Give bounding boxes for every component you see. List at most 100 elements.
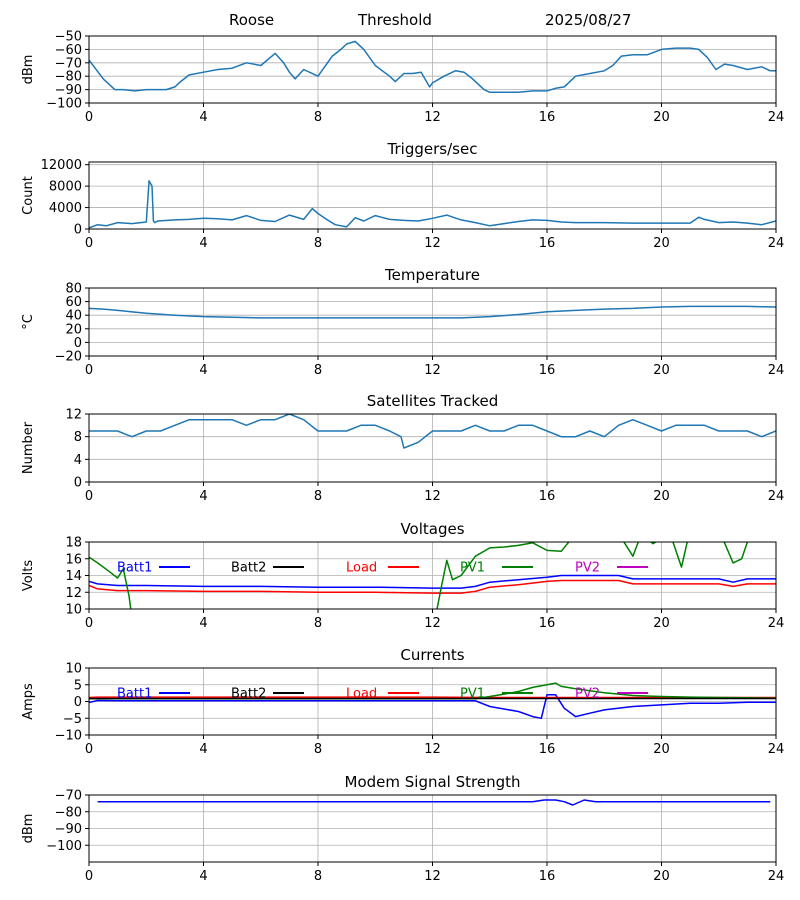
y-tick-label: −90 xyxy=(55,822,82,837)
chart-title: Satellites Tracked xyxy=(367,392,498,410)
series-line xyxy=(97,799,771,806)
x-tick-label: 24 xyxy=(768,110,785,125)
legend-label-batt2: Batt2 xyxy=(231,561,266,576)
series-line-batt1 xyxy=(89,574,776,589)
y-tick-label: 60 xyxy=(65,295,82,310)
y-tick-label: 14 xyxy=(65,569,82,584)
y-tick-label: −100 xyxy=(46,97,82,112)
series-line xyxy=(89,414,776,449)
x-tick-label: 4 xyxy=(199,489,207,504)
y-tick-label: 8000 xyxy=(49,180,82,195)
y-tick-label: −100 xyxy=(46,839,82,854)
series-line xyxy=(89,180,776,229)
x-tick-label: 20 xyxy=(653,869,670,884)
y-tick-label: 4 xyxy=(74,453,82,468)
y-tick-label: 16 xyxy=(65,552,82,567)
y-tick-label: 12 xyxy=(65,408,82,423)
x-tick-label: 4 xyxy=(199,236,207,251)
series-line-pv1 xyxy=(89,542,749,609)
x-tick-label: 24 xyxy=(768,742,785,757)
x-tick-label: 16 xyxy=(539,110,556,125)
y-tick-label: 18 xyxy=(65,536,82,551)
x-tick-label: 20 xyxy=(653,363,670,378)
y-tick-label: 0 xyxy=(74,476,82,491)
y-tick-label: 12000 xyxy=(41,158,82,173)
chart-title: Temperature xyxy=(384,266,480,284)
x-tick-label: 8 xyxy=(314,363,322,378)
series-line xyxy=(89,305,776,319)
mode-label: Threshold xyxy=(358,11,432,29)
x-tick-label: 16 xyxy=(539,869,556,884)
legend-label-load: Load xyxy=(346,561,377,576)
x-tick-label: 8 xyxy=(314,489,322,504)
x-tick-label: 0 xyxy=(85,489,93,504)
y-tick-label: −20 xyxy=(55,350,82,365)
x-tick-label: 0 xyxy=(85,110,93,125)
panel-rssi: 0 4 8 12 16 20 24 −100−90−80−70−60−50 dBm xyxy=(21,30,784,126)
y-axis-label: dBm xyxy=(21,814,36,844)
x-tick-label: 8 xyxy=(314,236,322,251)
x-tick-label: 12 xyxy=(424,363,441,378)
y-axis-label: dBm xyxy=(21,55,36,85)
y-axis-label: Number xyxy=(21,421,36,474)
x-tick-label: 24 xyxy=(768,236,785,251)
y-tick-label: −70 xyxy=(55,789,82,804)
legend-label-pv1: PV1 xyxy=(460,687,485,702)
x-tick-label: 4 xyxy=(199,363,207,378)
chart-title: Voltages xyxy=(400,520,464,538)
panel-modem: 0 4 8 12 16 20 24 −100 −90 −80−70 Modem Signal Str… xyxy=(21,773,784,884)
legend-label-batt1: Batt1 xyxy=(117,687,152,702)
y-tick-label: 10 xyxy=(65,603,82,618)
x-tick-label: 20 xyxy=(653,616,670,631)
y-tick-label: 5 xyxy=(74,678,82,693)
x-tick-label: 20 xyxy=(653,742,670,757)
y-axis-label: Amps xyxy=(21,683,36,720)
x-tick-label: 0 xyxy=(85,236,93,251)
x-tick-label: 12 xyxy=(424,110,441,125)
legend-label-batt1: Batt1 xyxy=(117,561,152,576)
x-tick-label: 20 xyxy=(653,236,670,251)
y-axis-label: Count xyxy=(21,176,36,215)
y-tick-label: −90 xyxy=(55,83,82,98)
x-tick-label: 16 xyxy=(539,363,556,378)
y-tick-label: −70 xyxy=(55,56,82,71)
x-tick-label: 24 xyxy=(768,869,785,884)
y-tick-label: −10 xyxy=(55,729,82,744)
y-tick-label: 80 xyxy=(65,282,82,297)
series-line-load xyxy=(89,579,776,594)
x-tick-label: 0 xyxy=(85,363,93,378)
y-tick-label: 10 xyxy=(65,662,82,677)
y-tick-label: 20 xyxy=(65,322,82,337)
y-tick-label: −80 xyxy=(55,805,82,820)
x-tick-label: 12 xyxy=(424,869,441,884)
date-label: 2025/08/27 xyxy=(545,11,632,29)
x-tick-label: 24 xyxy=(768,363,785,378)
panel-triggers: 0 4 8 12 16 20 24 0 4000 8000 12000 Triggers/sec Cou… xyxy=(21,140,784,251)
legend-label-batt2: Batt2 xyxy=(231,687,266,702)
y-tick-label: 4000 xyxy=(49,201,82,216)
legend-label-load: Load xyxy=(346,687,377,702)
y-tick-label: 8 xyxy=(74,430,82,445)
x-tick-label: 4 xyxy=(199,110,207,125)
y-tick-label: 0 xyxy=(74,336,82,351)
station-name: Roose xyxy=(229,11,275,29)
chart-title: Modem Signal Strength xyxy=(345,773,521,791)
x-tick-label: 4 xyxy=(199,869,207,884)
y-tick-label: 0 xyxy=(74,695,82,710)
x-tick-label: 16 xyxy=(539,489,556,504)
x-tick-label: 24 xyxy=(768,489,785,504)
legend-label-pv1: PV1 xyxy=(460,561,485,576)
y-tick-label: −50 xyxy=(55,30,82,45)
chart-title: Triggers/sec xyxy=(387,140,478,158)
panel-satellites: 0 4 8 12 16 20 24 0 4 8 12 Satellites Tracked Number xyxy=(21,392,784,504)
series-line xyxy=(89,40,776,94)
x-tick-label: 16 xyxy=(539,236,556,251)
x-tick-label: 12 xyxy=(424,742,441,757)
x-tick-label: 20 xyxy=(653,110,670,125)
x-tick-label: 8 xyxy=(314,616,322,631)
x-tick-label: 12 xyxy=(424,616,441,631)
